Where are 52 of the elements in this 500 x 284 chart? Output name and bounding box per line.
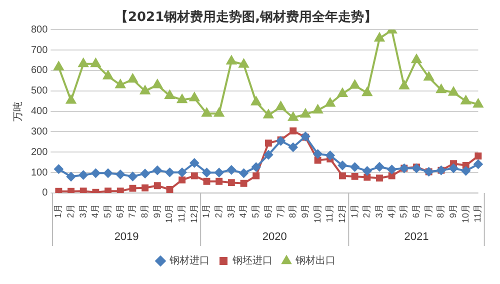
x-tick-label: 3月 xyxy=(226,204,236,218)
x-tick-label: 8月 xyxy=(140,204,150,218)
x-tick-label: 3月 xyxy=(374,204,384,218)
x-tick-label: 1月 xyxy=(349,204,360,218)
y-tick-label: 0 xyxy=(42,188,48,199)
x-tick-label: 4月 xyxy=(238,204,248,218)
text: 2020 xyxy=(262,231,287,244)
text: 2019 xyxy=(114,231,139,244)
x-tick-label: 8月 xyxy=(436,204,446,218)
x-tick-label: 10月 xyxy=(460,204,470,224)
legend-label: 钢材出口 xyxy=(294,254,336,267)
x-tick-label: 7月 xyxy=(275,204,286,218)
x-tick-label: 9月 xyxy=(152,204,162,218)
x-tick-label: 9月 xyxy=(448,204,458,218)
x-tick-label: 6月 xyxy=(262,204,273,218)
x-tick-label: 6月 xyxy=(114,204,125,218)
x-tick-label: 2月 xyxy=(214,204,224,218)
x-tick-label: 1月 xyxy=(53,204,64,218)
y-tick-label: 800 xyxy=(30,24,48,36)
y-tick-label: 700 xyxy=(30,44,48,56)
x-tick-label: 5月 xyxy=(102,204,113,218)
x-tick-label: 10月 xyxy=(164,204,174,224)
text: 2021 xyxy=(404,231,429,244)
y-tick-label: 200 xyxy=(30,146,48,158)
x-tick-label: 12月 xyxy=(188,204,199,224)
x-tick-label: 8月 xyxy=(288,204,298,218)
y-tick-label: 300 xyxy=(30,126,48,138)
x-tick-label: 7月 xyxy=(127,204,138,218)
x-tick-label: 4月 xyxy=(386,204,396,218)
y-tick-label: 600 xyxy=(30,65,48,76)
legend-label: 钢材进口 xyxy=(168,254,210,267)
x-tick-label: 12月 xyxy=(336,204,347,224)
legend-label: 钢坯进口 xyxy=(232,254,272,267)
x-tick-label: 3月 xyxy=(78,204,88,218)
x-tick-label: 11月 xyxy=(176,204,187,222)
x-tick-label: 5月 xyxy=(398,204,409,218)
x-tick-label: 2月 xyxy=(66,204,76,218)
y-tick-label: 100 xyxy=(30,167,48,178)
x-tick-label: 7月 xyxy=(423,204,434,218)
chart-title: 【2021钢材费用走势图,钢材费用全年走势】 xyxy=(114,9,378,26)
x-tick-label: 6月 xyxy=(410,204,421,218)
y-tick-label: 400 xyxy=(30,106,48,118)
x-tick-label: 4月 xyxy=(90,204,100,218)
x-tick-label: 1月 xyxy=(201,204,212,218)
x-tick-label: 10月 xyxy=(312,204,322,224)
x-tick-label: 11月 xyxy=(472,204,483,222)
x-tick-label: 2月 xyxy=(362,204,372,218)
y-axis-title: 万吨 xyxy=(12,101,24,122)
x-tick-label: 9月 xyxy=(300,204,310,218)
x-tick-label: 5月 xyxy=(250,204,261,218)
x-tick-label: 11月 xyxy=(324,204,335,222)
y-tick-label: 500 xyxy=(30,86,48,97)
